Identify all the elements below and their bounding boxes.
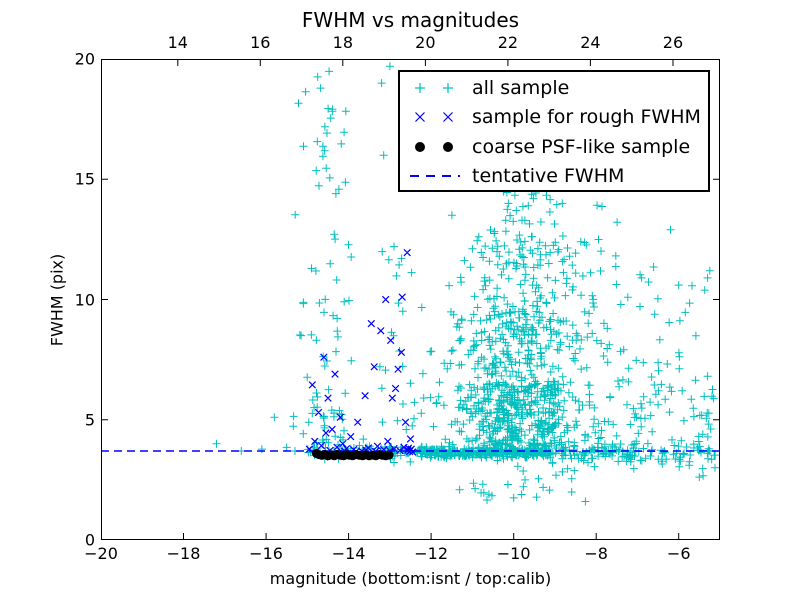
x-axis-tick-label: −20 [84,544,118,563]
top-axis-tick-label: 26 [662,33,684,52]
chart-title: FWHM vs magnitudes [301,8,520,32]
x-axis-tick-label: −10 [496,544,531,563]
axis-tick-marks [101,59,719,540]
plus-marker-icon [406,78,464,98]
top-axis-tick-label: 14 [167,33,188,52]
x-axis-tick-label: −18 [166,544,201,563]
y-axis-tick-label: 10 [74,290,95,309]
legend-item-all-sample: all sample [400,73,708,103]
x-axis-tick-label: −6 [666,544,691,563]
psf-sample-point [384,450,394,460]
legend-label-tentative-fwhm: tentative FWHM [472,165,625,188]
dot-marker-icon [406,137,464,157]
x-axis-tick-label: −14 [331,544,366,563]
legend-label-psf-sample: coarse PSF-like sample [472,135,691,158]
x-axis-label: magnitude (bottom:isnt / top:calib) [269,569,552,588]
y-axis-tick-label: 0 [84,530,95,550]
y-axis-tick-label: 15 [74,169,95,189]
x-axis-tick-label: −12 [414,544,449,563]
top-axis-tick-label: 22 [497,33,519,52]
top-axis-tick-label: 24 [580,33,601,52]
y-axis-tick-label: 20 [74,49,95,69]
dashed-line-icon [406,166,464,186]
legend-item-rough-fwhm: sample for rough FWHM [400,103,708,133]
legend-label-all-sample: all sample [472,76,570,99]
plot-area [101,59,720,540]
y-axis-tick-label: 5 [84,410,95,430]
all-sample-points [212,62,720,506]
top-axis-tick-label: 18 [332,33,353,52]
x-axis-tick-label: −16 [249,544,283,563]
x-marker-icon [406,107,464,127]
legend-label-rough-fwhm: sample for rough FWHM [472,106,701,129]
top-axis-tick-label: 16 [250,33,271,52]
legend: all sample sample for rough FWHM coarse … [398,70,710,192]
legend-item-tentative-fwhm: tentative FWHM [400,162,708,192]
x-axis-tick-label: −8 [584,544,608,563]
plot-spines [101,59,720,540]
legend-item-psf-sample: coarse PSF-like sample [400,132,708,162]
top-axis-tick-label: 20 [415,33,436,52]
y-axis-label: FWHM (pix) [47,253,67,347]
